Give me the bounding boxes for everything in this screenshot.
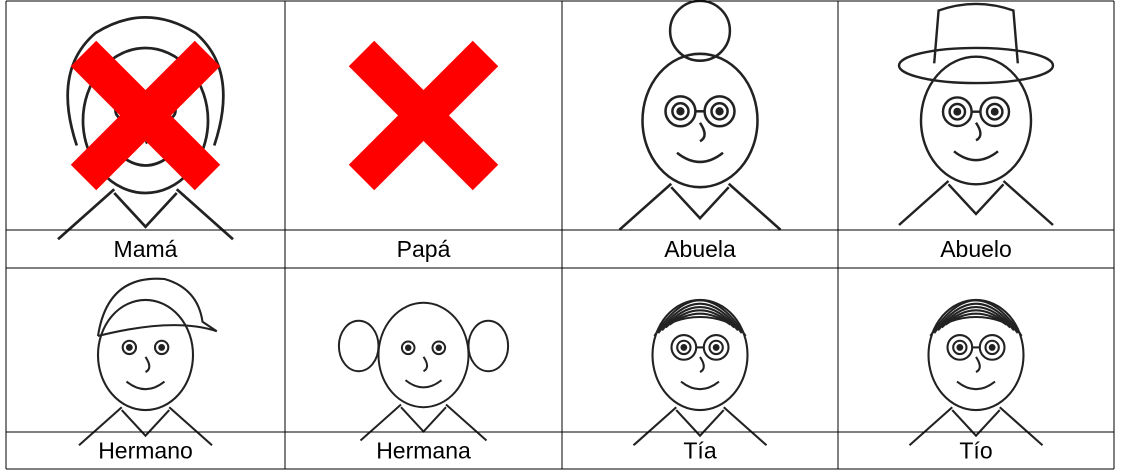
cell-label: Hermano [98, 438, 193, 464]
shoulders [632, 406, 768, 447]
eye [984, 339, 1000, 356]
nose [974, 122, 982, 142]
hat-crown [932, 2, 1020, 64]
head [96, 298, 195, 412]
cross-mark [348, 40, 499, 191]
mouth [404, 379, 443, 389]
pupil [953, 107, 962, 116]
hair [668, 0, 732, 62]
shoulders [57, 188, 234, 241]
eye [708, 339, 724, 356]
eye [671, 101, 690, 121]
hair-swirl [673, 315, 727, 323]
pupil [158, 343, 166, 351]
pupil [676, 107, 685, 116]
mouth [125, 380, 166, 391]
eye [153, 339, 170, 356]
glasses [979, 96, 1011, 128]
hair-swirl [657, 302, 743, 334]
portrait-drawing [897, 2, 1055, 226]
hair-swirl [933, 302, 1019, 334]
nose [698, 122, 706, 143]
eye [948, 102, 967, 121]
eye [952, 339, 968, 356]
cell-label: Abuela [664, 236, 736, 262]
pigtail [337, 319, 380, 373]
mouth [680, 380, 720, 391]
hair-swirl [937, 306, 1015, 331]
pupil [404, 344, 412, 352]
eye [710, 101, 729, 121]
pupil [990, 107, 999, 116]
hair-swirl [653, 299, 747, 337]
portrait-drawing [908, 298, 1044, 447]
portrait-drawing [632, 298, 768, 447]
eye [985, 102, 1004, 121]
hair-curls [66, 16, 225, 146]
glasses [941, 96, 973, 128]
mouth [956, 380, 996, 391]
pupil [956, 343, 964, 351]
cell-label: Mamá [114, 236, 178, 262]
hat-brim [897, 46, 1055, 85]
eye [121, 339, 138, 356]
head [651, 298, 749, 412]
portrait-drawing [337, 301, 510, 442]
head [927, 298, 1025, 412]
pupil [712, 343, 720, 351]
shoulders [78, 406, 213, 447]
head [377, 301, 470, 409]
nose [422, 356, 429, 373]
hair-swirl [929, 299, 1023, 337]
shoulders [359, 403, 488, 442]
portrait-drawing [78, 277, 218, 447]
shoulders [898, 180, 1054, 226]
pupil [435, 344, 443, 352]
mouth [676, 151, 724, 164]
mouth [953, 150, 999, 162]
hair-swirl [661, 306, 739, 331]
shoulders [908, 406, 1044, 447]
cross-mark [70, 40, 221, 191]
pupil [988, 343, 996, 351]
cell-label: Papá [397, 236, 451, 262]
portrait-drawing [618, 0, 782, 231]
nose [144, 356, 151, 374]
eye [400, 340, 416, 356]
pupil [125, 343, 133, 351]
pupil [680, 343, 688, 351]
nose [699, 356, 705, 374]
cell-label: Tío [959, 438, 992, 464]
pupil [715, 107, 724, 116]
cell-label: Abuelo [940, 236, 1012, 262]
shoulders [618, 182, 782, 231]
head [641, 52, 759, 189]
cell-label: Hermana [376, 438, 471, 464]
head [919, 55, 1033, 186]
cell-label: Tía [683, 438, 716, 464]
eye [431, 340, 447, 356]
eye [676, 339, 692, 356]
hair-swirl [949, 315, 1003, 323]
head [81, 46, 210, 195]
nose [975, 356, 981, 374]
cap [96, 277, 218, 338]
pigtail [467, 319, 510, 373]
